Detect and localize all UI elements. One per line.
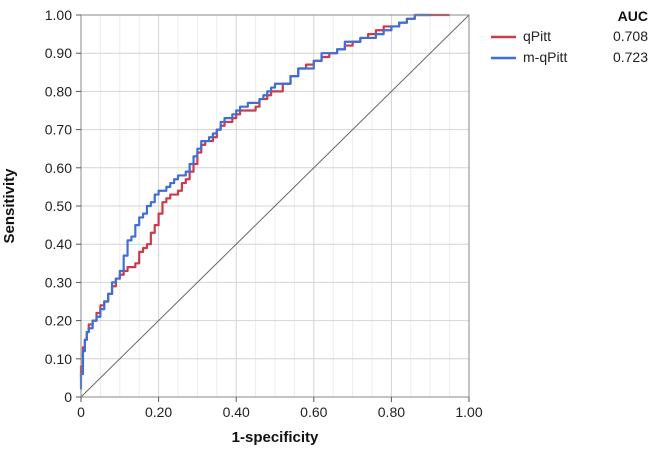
y-tick-label: 0.90 — [45, 45, 72, 61]
y-tick-label: 0.50 — [45, 198, 72, 214]
legend: AUC qPitt 0.708 m-qPitt 0.723 — [491, 8, 648, 65]
legend-label-1: qPitt — [523, 28, 551, 44]
x-tick-label: 0.40 — [223, 404, 250, 420]
grid-lines — [80, 14, 470, 398]
legend-auc-1: 0.708 — [613, 28, 648, 44]
y-tick-label: 0 — [64, 389, 72, 405]
y-tick-label: 0.70 — [45, 122, 72, 138]
legend-header-auc: AUC — [618, 8, 648, 24]
x-tick-label: 0.80 — [378, 404, 405, 420]
y-tick-label: 0.40 — [45, 236, 72, 252]
x-tick-label: 0.20 — [145, 404, 172, 420]
y-tick-label: 1.00 — [45, 7, 72, 23]
series-layer — [79, 13, 450, 390]
series-line-1 — [79, 13, 450, 378]
reference-diagonal — [80, 14, 470, 398]
y-tick-label: 0.60 — [45, 160, 72, 176]
x-axis-title: 1-specificity — [232, 429, 319, 446]
y-axis-ticks: 0 0.10 0.20 0.30 0.40 0.50 0.60 0.70 0.80 0.90 1.0… — [45, 7, 81, 405]
y-axis-title: Sensitivity — [1, 168, 18, 244]
y-tick-label: 0.20 — [45, 313, 72, 329]
x-tick-label: 0 — [77, 404, 85, 420]
legend-auc-2: 0.723 — [613, 49, 648, 65]
y-tick-label: 0.30 — [45, 274, 72, 290]
y-tick-label: 0.10 — [45, 351, 72, 367]
y-tick-label: 0.80 — [45, 83, 72, 99]
legend-label-2: m-qPitt — [523, 49, 567, 65]
x-tick-label: 1.00 — [455, 404, 482, 420]
x-axis-ticks: 0 0.20 0.40 0.60 0.80 1.00 — [77, 397, 483, 420]
series-line-2 — [79, 13, 431, 390]
x-tick-label: 0.60 — [300, 404, 327, 420]
